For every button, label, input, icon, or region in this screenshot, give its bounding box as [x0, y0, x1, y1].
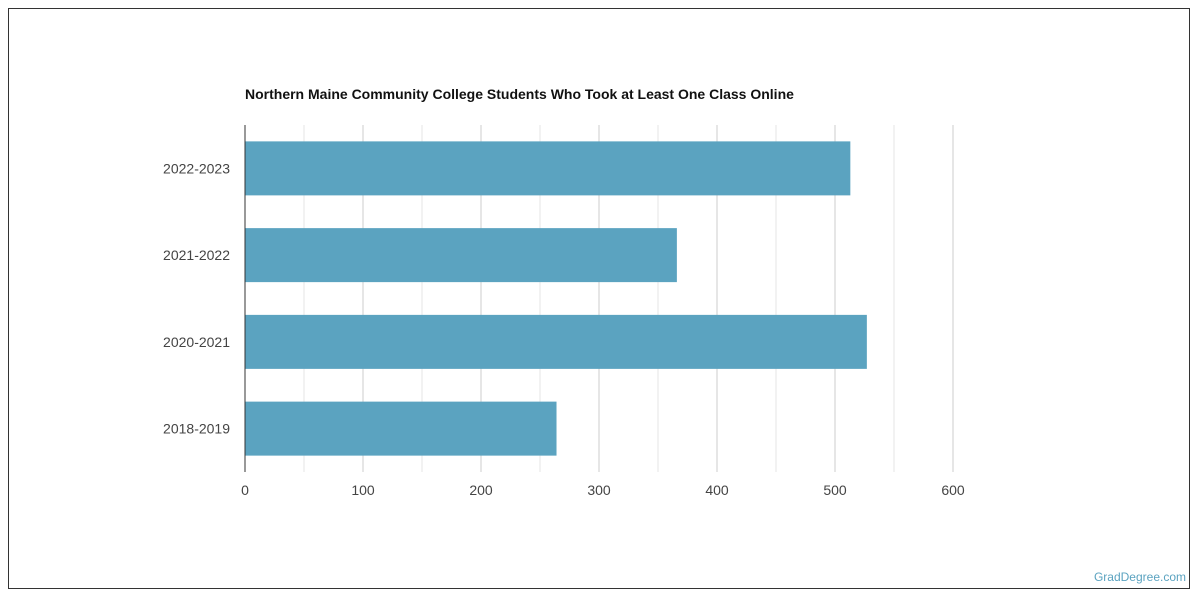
chart-title: Northern Maine Community College Student… — [245, 86, 794, 102]
bar — [245, 141, 851, 196]
x-tick-label: 0 — [241, 482, 249, 498]
x-tick-label: 100 — [351, 482, 375, 498]
y-tick-label: 2020-2021 — [163, 334, 230, 350]
y-tick-label: 2022-2023 — [163, 160, 230, 176]
x-tick-label: 300 — [587, 482, 611, 498]
x-tick-label: 200 — [469, 482, 493, 498]
credit-link[interactable]: GradDegree.com — [1093, 570, 1186, 584]
x-tick-label: 600 — [941, 482, 965, 498]
y-tick-label: 2021-2022 — [163, 247, 230, 263]
bar — [245, 228, 677, 283]
x-tick-label: 400 — [705, 482, 729, 498]
x-tick-label: 500 — [823, 482, 847, 498]
bar — [245, 314, 867, 369]
y-tick-label: 2018-2019 — [163, 421, 230, 437]
bar — [245, 401, 557, 456]
